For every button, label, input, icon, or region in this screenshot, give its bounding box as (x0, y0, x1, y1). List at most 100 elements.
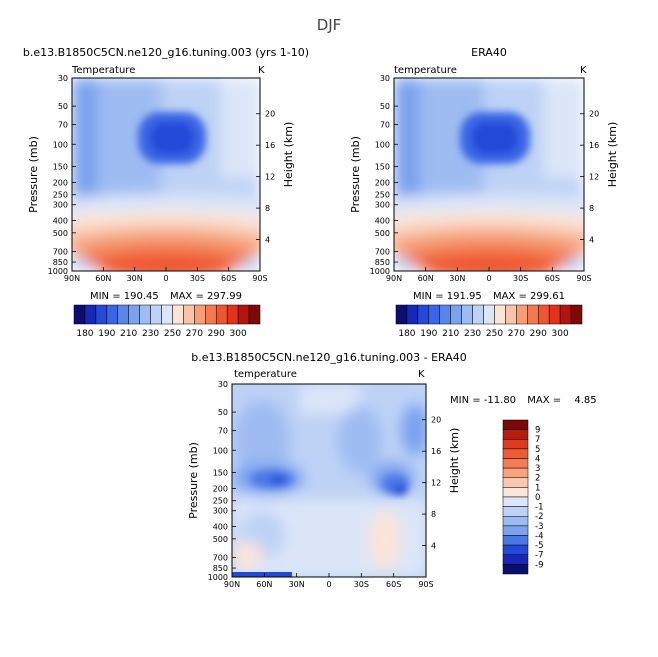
panel-era40-unit: K (580, 65, 587, 76)
y-tick-label: 300 (53, 201, 68, 210)
y-axis-label: Pressure (mb) (349, 136, 362, 213)
y-tick-label: 30 (218, 380, 228, 389)
y2-tick-label: 12 (431, 479, 441, 488)
panel-model-field (72, 78, 260, 271)
y2-tick-label: 8 (431, 510, 436, 519)
y2-tick-label: 16 (431, 447, 441, 456)
x-tick-label: 30S (513, 274, 528, 283)
colorbar-label: 270 (186, 329, 203, 339)
x-tick-label: 60S (545, 274, 560, 283)
panel-diff-subtitle: temperature (234, 369, 297, 380)
y-tick-label: 200 (213, 484, 228, 493)
colorbar-label: 250 (486, 329, 503, 339)
y-tick-label: 700 (375, 247, 390, 256)
y2-axis-label: Height (km) (282, 122, 295, 188)
colorbar-label: 290 (208, 329, 225, 339)
y-tick-label: 30 (380, 74, 390, 83)
colorbar-box (505, 304, 517, 325)
colorbar-box (73, 304, 86, 325)
colorbar-box (472, 304, 484, 325)
colorbar-box (502, 554, 529, 565)
colorbar-label: 2 (535, 474, 540, 484)
colorbar-box (494, 304, 506, 325)
colorbar-box (417, 304, 430, 325)
colorbar-label: 9 (535, 426, 540, 436)
y-tick-label: 700 (213, 553, 228, 562)
x-tick-label: 60N (256, 580, 272, 589)
colorbar-box (205, 304, 217, 325)
colorbar-box (226, 304, 239, 325)
y2-tick-label: 4 (265, 236, 270, 245)
x-tick-label: 30S (190, 274, 205, 283)
colorbar-label: 180 (76, 329, 93, 339)
x-tick-label: 90N (224, 580, 240, 589)
colorbar-label: -9 (535, 560, 543, 570)
colorbar-label: 230 (142, 329, 159, 339)
panel-era40-subtitle: temperature (394, 65, 457, 76)
colorbar-box (516, 304, 528, 325)
colorbar-label: 0 (535, 493, 540, 503)
y-tick-label: 400 (53, 217, 68, 226)
colorbar-label: 230 (464, 329, 481, 339)
colorbar-box (183, 304, 195, 325)
y-axis-label: Pressure (mb) (27, 136, 40, 213)
colorbar-label: 1 (535, 483, 540, 493)
y-tick-label: 850 (53, 258, 68, 267)
colorbar-label: 300 (230, 329, 247, 339)
panel-era40-colorbar: 180 190 210 230 250 270 290 300 (395, 304, 583, 339)
colorbar-box (461, 304, 473, 325)
y-tick-label: 50 (380, 102, 390, 111)
colorbar-box (95, 304, 108, 325)
colorbar-box (172, 304, 184, 325)
colorbar-box (502, 477, 529, 488)
y2-tick-label: 20 (265, 110, 275, 119)
x-tick-label: 90S (418, 580, 433, 589)
panel-diff-title: b.e13.B1850C5CN.ne120_g16.tuning.003 - E… (191, 351, 466, 364)
y-tick-label: 100 (213, 446, 228, 455)
x-tick-label: 90N (386, 274, 402, 283)
panel-diff-unit: K (418, 369, 425, 380)
colorbar-box (502, 487, 529, 498)
panel-era40: ERA40 temperature K 90N 60N 30N 0 30S 60S 90S 3… (349, 46, 619, 339)
colorbar-box (439, 304, 451, 325)
colorbar-box (395, 304, 408, 325)
colorbar-box (559, 304, 572, 325)
colorbar-box (139, 304, 151, 325)
colorbar-box (106, 304, 119, 325)
colorbar-label: 210 (442, 329, 459, 339)
y2-tick-label: 8 (265, 204, 270, 213)
x-tick-label: 60S (221, 274, 236, 283)
colorbar-box (502, 525, 529, 536)
colorbar-label: -3 (535, 522, 543, 532)
colorbar-box (570, 304, 583, 325)
y2-tick-label: 16 (589, 141, 599, 150)
colorbar-box (215, 304, 228, 325)
colorbar-box (161, 304, 173, 325)
x-tick-label: 60S (386, 580, 401, 589)
panel-diff-axes: 90N 60N 30N 0 30S 60S 90S 30 50 70 100 150 200 250300… (187, 380, 461, 589)
panel-diff: b.e13.B1850C5CN.ne120_g16.tuning.003 - E… (187, 351, 597, 589)
colorbar-box (537, 304, 550, 325)
y-tick-label: 250 (375, 191, 390, 200)
x-tick-label: 90S (252, 274, 267, 283)
colorbar-box (502, 506, 529, 517)
y2-axis-label: Height (km) (448, 428, 461, 494)
colorbar-label: 180 (398, 329, 415, 339)
y-tick-label: 70 (58, 121, 68, 130)
y-tick-label: 850 (213, 564, 228, 573)
y-tick-label: 50 (218, 408, 228, 417)
colorbar-label: -1 (535, 503, 543, 513)
y2-tick-label: 4 (589, 236, 594, 245)
colorbar-box (450, 304, 462, 325)
figure-title: DJF (317, 16, 342, 34)
colorbar-label: 3 (535, 464, 540, 474)
panel-model-axes: 90N 60N 30N 0 30S 60S 90S 30 50 70 100 150 200 250300… (27, 74, 295, 283)
y2-tick-label: 20 (431, 416, 441, 425)
x-tick-label: 60N (95, 274, 111, 283)
colorbar-label: -2 (535, 512, 543, 522)
y-tick-label: 250 (53, 191, 68, 200)
colorbar-label: 270 (508, 329, 525, 339)
y-tick-label: 100 (375, 140, 390, 149)
y-tick-label: 30 (58, 74, 68, 83)
